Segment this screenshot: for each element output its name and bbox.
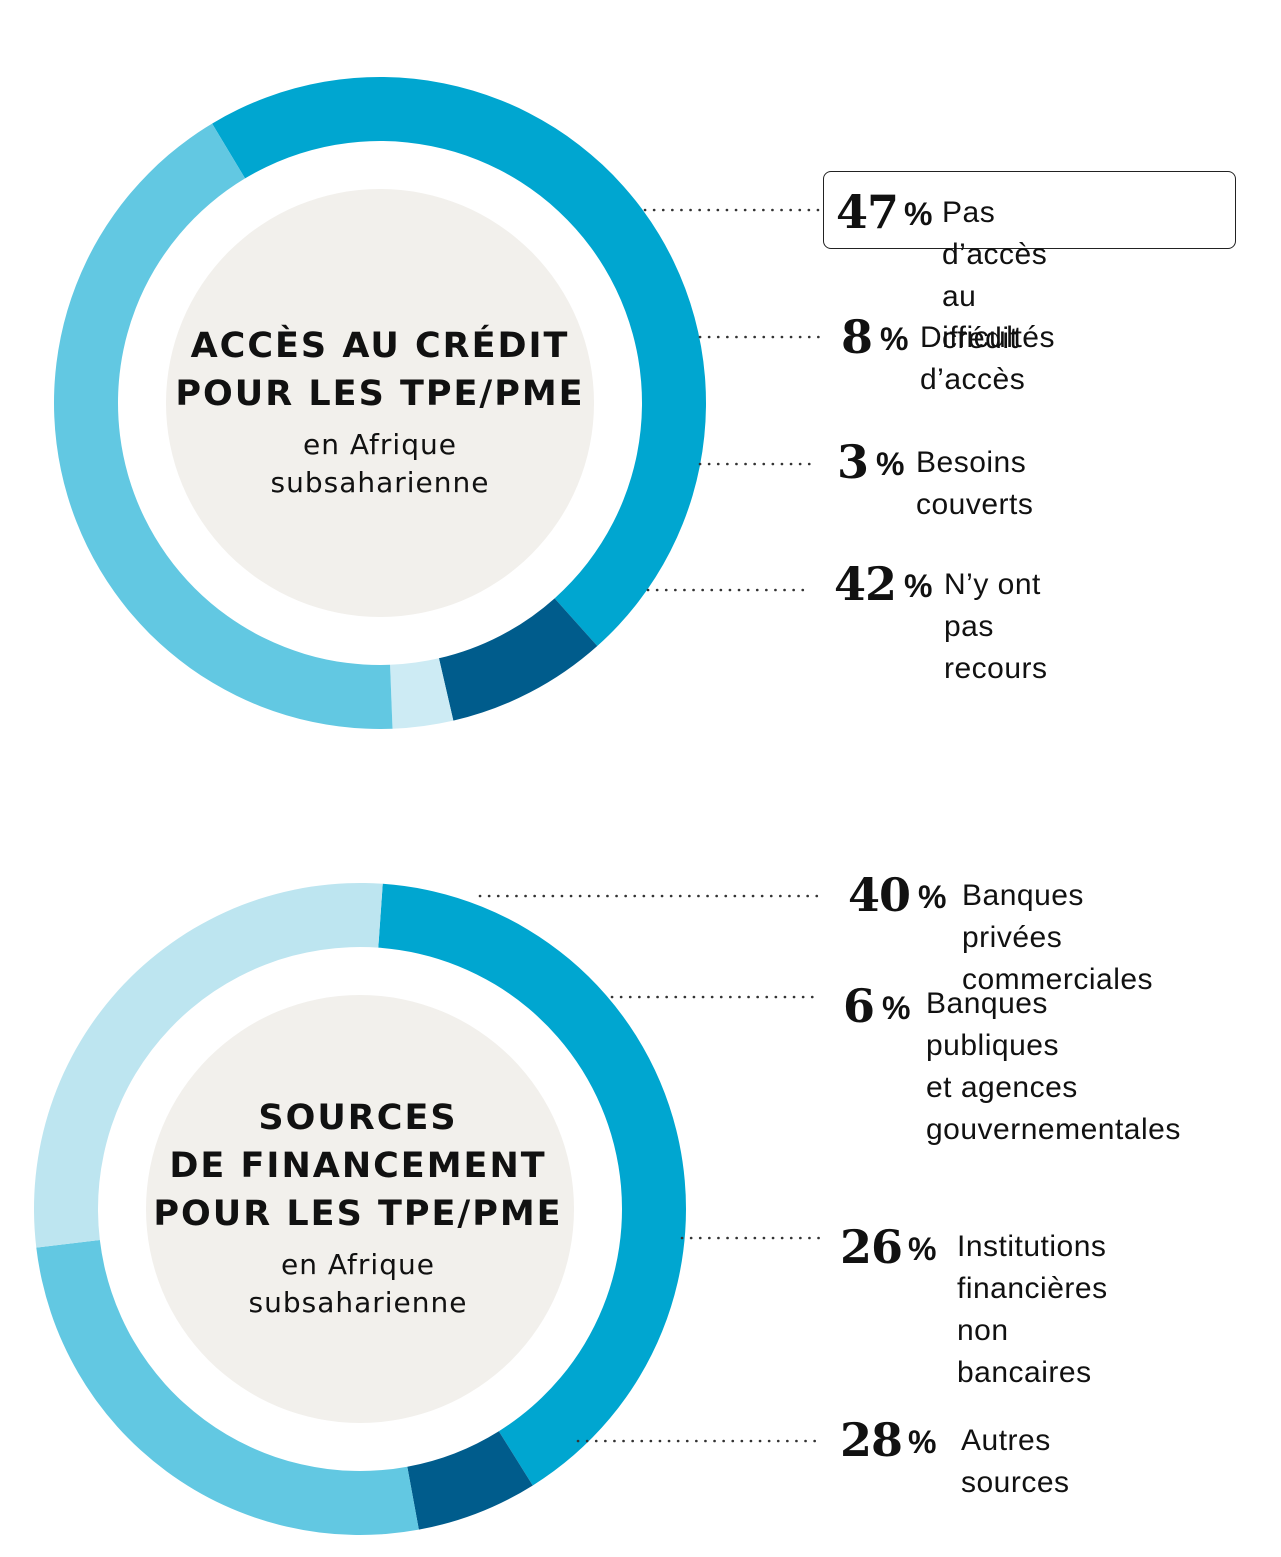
chart2-value-2: 6 xyxy=(842,979,875,1033)
chart1-category-2: Difficultés d’accès xyxy=(920,321,1055,396)
chart1-value-4: 42 xyxy=(833,557,897,611)
chart1-category-4: N’y ont pas recours xyxy=(944,568,1048,685)
chart2-category-1: Banques privées commerciales xyxy=(962,879,1154,996)
chart1-slice-2 xyxy=(438,598,598,721)
chart1-pct-4: % xyxy=(904,568,933,604)
chart2-value-1: 40 xyxy=(847,868,911,922)
chart2-slice-1 xyxy=(378,883,686,1486)
chart2-pct-2: % xyxy=(882,990,911,1026)
chart2-slice-2 xyxy=(407,1431,533,1530)
chart2-category-2: Banques publiques et agences gouvernemen… xyxy=(926,987,1181,1146)
chart2-value-3: 26 xyxy=(839,1220,903,1274)
chart2-pct-3: % xyxy=(908,1231,937,1267)
chart1-center-disc xyxy=(166,189,594,617)
highlight-box xyxy=(823,171,1236,249)
chart1-pct-3: % xyxy=(876,446,905,482)
chart1-slice-1 xyxy=(212,77,706,647)
chart1-slice-3 xyxy=(390,658,454,729)
chart2-subtitle: en Afrique subsaharienne xyxy=(248,1248,468,1319)
chart1-value-1: 47 xyxy=(835,185,899,239)
chart1-category-1: Pas d’accès au crédit xyxy=(942,196,1048,355)
chart1-category-3: Besoins couverts xyxy=(916,446,1034,521)
chart1-pct-2: % xyxy=(880,321,909,357)
chart1-pct-1: % xyxy=(904,196,933,232)
chart2-value-4: 28 xyxy=(839,1413,903,1467)
chart2-title: SOURCES DE FINANCEMENT POUR LES TPE/PME xyxy=(153,1098,563,1234)
chart2-slice-3 xyxy=(36,1240,419,1535)
chart2-slice-4 xyxy=(33,882,383,1248)
chart1-title: ACCÈS AU CRÉDIT POUR LES TPE/PME xyxy=(175,326,585,414)
chart2-category-4: Autres sources xyxy=(961,1424,1070,1499)
chart2-center-disc xyxy=(146,995,574,1423)
chart1-subtitle: en Afrique subsaharienne xyxy=(270,428,490,499)
chart2-pct-1: % xyxy=(918,879,947,915)
chart1-center: ACCÈS AU CRÉDIT POUR LES TPE/PME en Afri… xyxy=(150,322,610,502)
chart2-pct-4: % xyxy=(908,1424,937,1460)
chart2-category-3: Institutions financières non bancaires xyxy=(957,1230,1108,1389)
chart1-value-2: 8 xyxy=(840,310,873,364)
chart2-center: SOURCES DE FINANCEMENT POUR LES TPE/PME … xyxy=(128,1094,588,1322)
chart1-value-3: 3 xyxy=(836,435,869,489)
chart1-slice-4 xyxy=(54,123,393,729)
